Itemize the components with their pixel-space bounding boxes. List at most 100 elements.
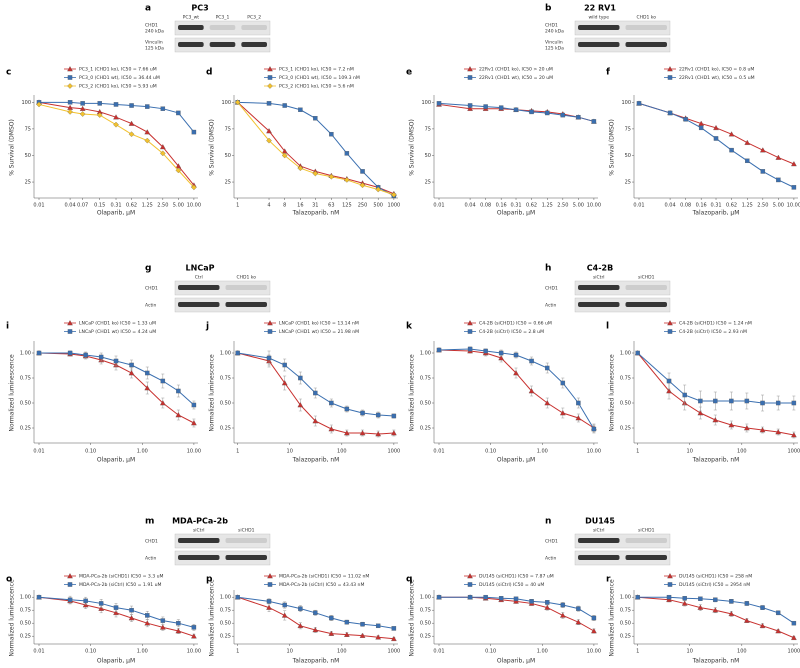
blot-title: LNCaP [186, 264, 215, 273]
blot-title: 22 RV1 [584, 4, 616, 13]
point-marker [144, 137, 151, 144]
point-marker [760, 605, 765, 610]
point-marker [128, 120, 135, 126]
blot-strip [174, 280, 271, 296]
point-marker [234, 99, 241, 106]
blot-band [578, 302, 620, 307]
point-marker [176, 388, 181, 394]
y-tick-label: 0.75 [620, 376, 631, 382]
legend-marker [467, 75, 473, 80]
point-marker [312, 170, 319, 177]
legend-label: PC3_0 (CHD1 wt), IC50 = 109.3 nM [279, 75, 360, 81]
point-marker [298, 375, 303, 381]
blot-band [178, 538, 220, 543]
blot-row-size: 125 kDa [145, 46, 164, 52]
legend-marker [67, 329, 73, 334]
y-axis-label: Normalized luminescence [609, 579, 616, 657]
point-marker [67, 100, 73, 105]
point-marker [776, 177, 781, 183]
panel-letter: c [6, 68, 11, 78]
y-tick-label: 0.75 [420, 376, 431, 382]
y-axis-label: % Survival (DMSO) [209, 119, 216, 176]
point-marker [713, 136, 719, 141]
y-tick-label: 1.00 [420, 351, 431, 357]
point-marker [344, 631, 350, 637]
blot-strip [174, 550, 271, 566]
x-axis-label: Talazoparib, nM [292, 457, 340, 464]
point-marker [576, 606, 581, 611]
point-marker [360, 622, 365, 627]
point-marker [545, 600, 550, 605]
legend-marker [267, 320, 273, 326]
panel-letter: m [145, 517, 154, 527]
blot-strip [574, 280, 671, 296]
point-marker [498, 596, 504, 601]
series-line [637, 352, 794, 404]
legend-label: C4-2B (siCtrl) IC50 = 2.93 nM [679, 329, 747, 335]
legend-label: C4-2B (siCHD1) IC50 = 1.24 nM [679, 321, 752, 327]
blot-strip [574, 297, 671, 313]
blot-row-label: CHD1 [145, 286, 158, 292]
x-tick-label: 0.10 [85, 449, 96, 455]
y-tick-label: 50 [625, 153, 631, 159]
x-tick-label: 1.00 [137, 449, 148, 455]
x-tick-label: 0.31 [710, 203, 721, 209]
series-line [439, 596, 595, 619]
blot-strip [574, 550, 671, 566]
point-marker [113, 102, 119, 107]
y-tick-label: 0.25 [620, 634, 631, 640]
point-marker [436, 594, 442, 600]
legend-marker [667, 329, 673, 334]
point-marker [759, 147, 766, 153]
x-tick-label: 10.00 [187, 449, 201, 455]
blot-row-label: Vinculin [145, 40, 163, 46]
point-marker [298, 107, 303, 112]
point-marker [744, 601, 750, 606]
lane-label: siCHD1 [238, 528, 255, 534]
point-marker [375, 412, 381, 418]
y-axis-label: % Survival (DMSO) [9, 119, 16, 176]
point-marker [359, 430, 366, 436]
point-marker [682, 596, 687, 601]
blot-title: C4-2B [587, 264, 613, 273]
point-marker [328, 173, 335, 180]
point-marker [775, 154, 782, 160]
point-marker [529, 358, 534, 364]
x-tick-label: 5.00 [773, 203, 784, 209]
point-marker [160, 150, 166, 157]
point-marker [282, 602, 287, 608]
blot-band [178, 42, 204, 47]
x-tick-label: 0.07 [77, 203, 88, 209]
series-line [237, 101, 395, 197]
point-marker [498, 105, 504, 110]
x-tick-label: 8 [283, 203, 286, 209]
x-tick-label: 10.00 [587, 203, 601, 209]
series-line [439, 596, 595, 632]
point-marker [98, 354, 104, 360]
legend-label: MDA-PCa-2b (siCtrl) IC50 = 1.91 uM [79, 582, 162, 588]
point-marker [498, 350, 504, 356]
point-marker [483, 594, 488, 600]
point-marker [160, 378, 166, 384]
blot-row-label: CHD1 [145, 23, 158, 29]
panel-letter: j [205, 322, 209, 332]
legend-label: LNCaP (CHD1 wt) IC50 = 21.98 nM [279, 329, 359, 335]
lane-label: PC3_2 [247, 15, 261, 21]
x-tick-label: 250 [358, 203, 368, 209]
point-marker [329, 400, 334, 406]
point-marker [545, 110, 550, 116]
point-marker [666, 594, 672, 600]
x-tick-label: 500 [373, 203, 383, 209]
point-marker [360, 169, 365, 174]
point-marker [375, 623, 381, 629]
point-marker [698, 398, 703, 404]
x-tick-label: 0.01 [433, 649, 444, 655]
y-tick-label: 25 [25, 180, 31, 186]
x-tick-label: 0.08 [680, 203, 691, 209]
x-axis-label: Talazoparib, μM [692, 210, 740, 217]
legend-label: 22Rv1 (CHD1 ko), IC50 = 0.8 uM [679, 67, 754, 73]
point-marker [791, 161, 797, 167]
x-axis-label: Talazoparib, nM [692, 658, 740, 665]
x-tick-label: 0.01 [633, 203, 644, 209]
point-marker [297, 622, 304, 629]
